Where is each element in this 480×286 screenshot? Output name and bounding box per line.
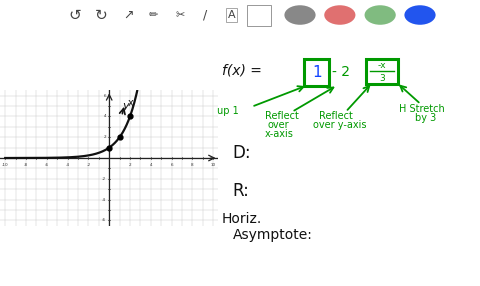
- Text: -2: -2: [86, 163, 90, 167]
- Text: over: over: [268, 120, 289, 130]
- Ellipse shape: [324, 5, 355, 25]
- Text: ↺: ↺: [68, 7, 81, 23]
- Text: ✂: ✂: [175, 10, 185, 20]
- Text: 6: 6: [104, 94, 106, 98]
- Text: A: A: [228, 10, 235, 20]
- Text: -4: -4: [66, 163, 70, 167]
- Text: ↻: ↻: [95, 7, 107, 23]
- Ellipse shape: [365, 5, 396, 25]
- Text: -10: -10: [2, 163, 9, 167]
- Text: x: x: [128, 98, 134, 108]
- Text: - 2: - 2: [332, 65, 350, 79]
- Text: ↗: ↗: [123, 9, 134, 21]
- Text: /: /: [204, 9, 207, 21]
- Text: -2: -2: [102, 177, 106, 181]
- FancyBboxPatch shape: [366, 59, 398, 84]
- Text: 3: 3: [379, 74, 385, 83]
- Text: 8: 8: [191, 163, 194, 167]
- Text: -6: -6: [45, 163, 49, 167]
- Text: 2: 2: [104, 135, 106, 139]
- Text: 2: 2: [129, 163, 132, 167]
- Text: Reflect: Reflect: [265, 111, 299, 121]
- Text: 4: 4: [104, 114, 106, 118]
- Ellipse shape: [284, 5, 316, 25]
- Text: D:: D:: [233, 144, 252, 162]
- Text: -4: -4: [102, 198, 106, 202]
- Text: 1: 1: [312, 65, 322, 80]
- Text: 10: 10: [211, 163, 216, 167]
- Ellipse shape: [404, 5, 436, 25]
- Text: -x: -x: [378, 61, 386, 70]
- Text: Horiz.: Horiz.: [222, 212, 262, 227]
- Text: x-axis: x-axis: [265, 129, 294, 139]
- Text: 6: 6: [170, 163, 173, 167]
- FancyBboxPatch shape: [247, 5, 271, 25]
- Text: by 3: by 3: [416, 113, 437, 123]
- Text: ✏: ✏: [149, 10, 158, 20]
- Text: H Stretch: H Stretch: [399, 104, 445, 114]
- Text: Asymptote:: Asymptote:: [233, 228, 312, 242]
- Text: R:: R:: [233, 182, 250, 200]
- Text: -6: -6: [102, 219, 106, 223]
- FancyBboxPatch shape: [304, 59, 329, 86]
- Text: f(x) =: f(x) =: [222, 64, 262, 78]
- Text: y: y: [122, 101, 129, 111]
- Text: up 1: up 1: [216, 106, 239, 116]
- Text: 4: 4: [150, 163, 152, 167]
- Text: -8: -8: [24, 163, 28, 167]
- Text: Reflect: Reflect: [319, 111, 353, 121]
- Text: over y-axis: over y-axis: [313, 120, 367, 130]
